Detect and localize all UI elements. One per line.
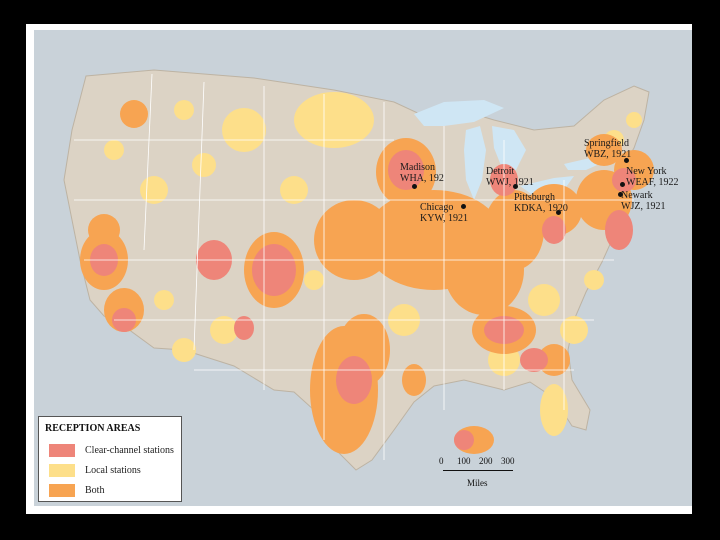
clear-channel-layer [90,150,636,450]
legend-swatch-local [49,463,75,477]
scale-tick-300: 300 [501,456,515,466]
madison-dot [412,184,417,189]
us-map [63,69,654,471]
pittsburgh-call: KDKA, 1920 [514,203,568,214]
scale-line [443,470,513,471]
newyork-label: New York WEAF, 1922 [626,166,679,188]
newark-name: Newark [621,190,653,201]
legend-title: RECEPTION AREAS [45,423,141,434]
madison-call: WHA, 192 [400,173,444,184]
legend-swatch-both [49,483,75,497]
madison-name: Madison [400,162,435,173]
springfield-dot [624,158,629,163]
newark-dot [618,192,623,197]
pittsburgh-label: Pittsburgh KDKA, 1920 [514,192,568,214]
scale-bar: 0 100 200 300 Miles [437,456,521,496]
chicago-name: Chicago [420,202,454,213]
legend-item-local: Local stations [49,463,141,477]
springfield-call: WBZ, 1921 [584,149,632,160]
legend-label-local: Local stations [85,464,141,476]
scale-units: Miles [467,478,488,488]
map-panel [34,30,692,506]
detroit-call: WWJ, 1921 [486,177,534,188]
legend-item-clear-channel: Clear-channel stations [49,443,174,457]
legend-item-both: Both [49,483,104,497]
scale-tick-200: 200 [479,456,493,466]
detroit-dot [513,184,518,189]
newyork-name: New York [626,166,667,177]
legend: RECEPTION AREAS Clear-channel stations L… [38,416,182,502]
pittsburgh-dot [556,210,561,215]
lake-superior [414,100,504,126]
scale-tick-100: 100 [457,456,471,466]
legend-label-clear-channel: Clear-channel stations [85,444,174,456]
springfield-name: Springfield [584,138,629,149]
chicago-dot [461,204,466,209]
madison-label: Madison WHA, 192 [400,162,444,184]
springfield-label: Springfield WBZ, 1921 [584,138,631,160]
chicago-label: Chicago KYW, 1921 [420,202,468,224]
newyork-call: WEAF, 1922 [626,177,679,188]
detroit-label: Detroit WWJ, 1921 [486,166,534,188]
newyork-dot [620,182,625,187]
lake-huron [492,126,526,170]
scale-tick-0: 0 [439,456,444,466]
legend-label-both: Both [85,484,105,496]
state-borders [74,73,634,460]
newark-label: Newark WJZ, 1921 [621,190,665,212]
legend-swatch-clear-channel [49,443,75,457]
lake-michigan [464,126,486,200]
pittsburgh-name: Pittsburgh [514,192,555,203]
detroit-name: Detroit [486,166,515,177]
newark-call: WJZ, 1921 [621,201,666,212]
chicago-call: KYW, 1921 [420,213,468,224]
